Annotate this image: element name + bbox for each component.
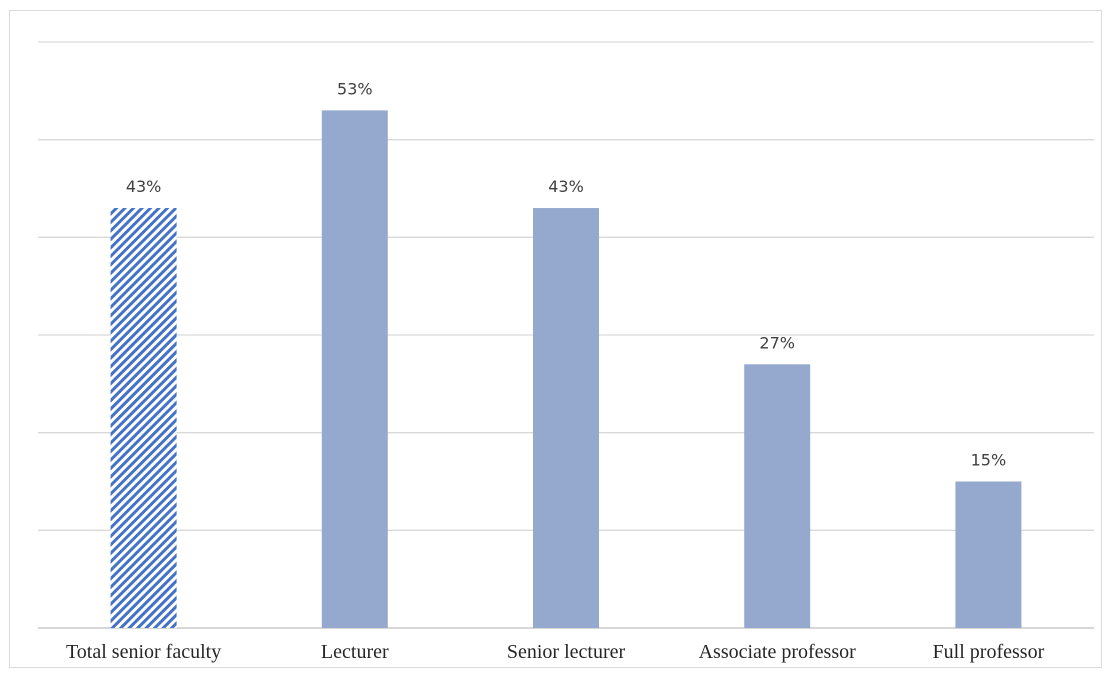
bar-associate-professor bbox=[744, 364, 811, 628]
bars bbox=[110, 110, 1022, 629]
data-label: 53% bbox=[337, 79, 373, 98]
category-label: Associate professor bbox=[699, 641, 857, 663]
data-label: 27% bbox=[759, 333, 795, 352]
data-labels: 43% 53% 43% 27% 15% bbox=[126, 79, 1006, 469]
category-label: Total senior faculty bbox=[66, 641, 221, 663]
category-label: Full professor bbox=[933, 641, 1045, 663]
data-label: 43% bbox=[126, 177, 162, 196]
bar-full-professor bbox=[955, 481, 1022, 628]
bar-lecturer bbox=[321, 110, 388, 628]
category-labels: Total senior faculty Lecturer Senior lectu… bbox=[66, 641, 1045, 663]
bar-total-senior-faculty bbox=[110, 208, 177, 629]
bar-senior-lecturer bbox=[533, 208, 599, 629]
category-label: Lecturer bbox=[321, 641, 389, 663]
data-label: 43% bbox=[548, 177, 584, 196]
category-label: Senior lecturer bbox=[507, 641, 626, 663]
data-label: 15% bbox=[971, 451, 1007, 470]
